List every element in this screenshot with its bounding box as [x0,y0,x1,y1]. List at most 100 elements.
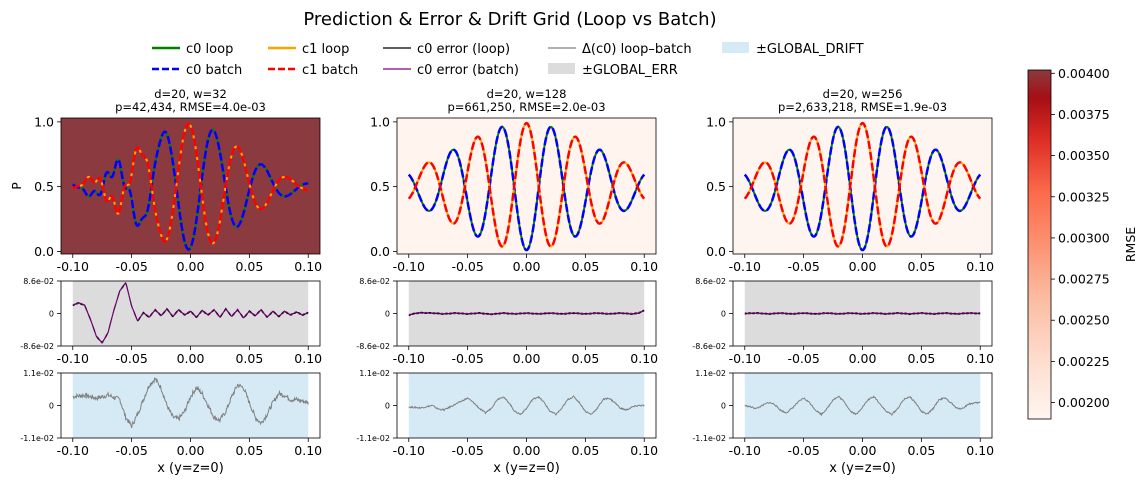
delta-c0-line [408,395,645,416]
x-axis-label: x (y=z=0) [157,461,224,476]
x-tick-label: 0.10 [966,351,994,366]
legend-label: c0 error (batch) [417,63,519,78]
x-tick-label: -0.05 [787,443,819,458]
axes: -0.10 -0.05 0.00 0.05 0.10 1.1e-02 0 -1.1e-02 x … [20,369,322,476]
c0-error-batch-line [72,282,309,344]
plot-frame [60,372,321,439]
x-tick-label: 0.00 [177,443,205,458]
subplot-subtitle: p=661,250, RMSE=2.0e-03 [447,100,605,114]
legend-label: c0 batch [186,63,242,78]
colorbar-label: RMSE [1123,227,1138,262]
x-tick-label: 0.10 [630,443,658,458]
y-tick-label: 0 [721,309,726,318]
x-tick-label: 0.05 [571,443,599,458]
x-tick-label: -0.10 [57,259,89,274]
colorbar: 0.00200 0.00225 0.00250 0.00275 0.00300 0.003… [1027,66,1138,420]
x-tick-label: 0.10 [966,259,994,274]
legend: c0 loop c0 batch c1 loop c1 batch c0 error (… [152,42,864,78]
colorbar-tick-label: 0.00350 [1058,148,1110,163]
legend-label: c1 loop [302,42,349,57]
legend-label: Δ(c0) loop–batch [582,42,692,57]
plot-frame [60,280,321,347]
y-tick-label: 0 [385,309,390,318]
plot-background [733,118,992,254]
y-tick-label: 0 [721,401,726,410]
colorbar-tick-label: 0.00325 [1058,189,1110,204]
axes: -0.10 -0.05 0.00 0.05 0.10 8.6e-02 0 -8.6e-02 [20,277,322,366]
axes: -0.10 -0.05 0.00 0.05 0.10 1.1e-02 0 -1.1e-02 x … [356,369,658,476]
x-tick-label: -0.05 [115,259,147,274]
y-tick-label: 0.0 [34,244,54,259]
plot-frame [396,117,657,255]
x-axis-label: x (y=z=0) [829,461,896,476]
subplot-column: d=20, w=32p=42,434, RMSE=4.0e-03 -0.10 -0.… [9,87,322,476]
y-tick-label: 0.5 [706,179,726,194]
x-tick-label: 0.05 [907,259,935,274]
c0-error-batch-line [408,310,645,315]
colorbar-tick-label: 0.00200 [1058,395,1110,410]
x-tick-label: 0.10 [294,443,322,458]
x-tick-label: -0.10 [729,259,761,274]
y-tick-label: -1.1e-02 [692,434,726,443]
x-tick-label: -0.10 [393,259,425,274]
x-tick-label: -0.05 [787,351,819,366]
y-tick-label: 8.6e-02 [695,277,726,286]
delta-c0-line [744,395,981,417]
x-tick-label: 0.00 [513,259,541,274]
plot-frame [60,117,321,255]
colorbar-tick-label: 0.00275 [1058,272,1110,287]
c0-batch-line [407,125,646,252]
x-tick-label: -0.10 [57,443,89,458]
x-tick-label: -0.10 [393,443,425,458]
c1-batch-line [72,122,309,245]
legend-item: c0 loop [152,42,233,57]
subplot-title: d=20, w=32 [154,87,227,101]
x-tick-label: -0.05 [451,443,483,458]
legend-item: Δ(c0) loop–batch [548,42,692,57]
axes: -0.10 -0.05 0.00 0.05 0.10 0.0 0.5 1.0 P [9,114,322,274]
global-drift-band [744,373,981,438]
axes: -0.10 -0.05 0.00 0.05 0.10 8.6e-02 0 -8.6e-02 [692,277,994,366]
c0-batch-line [72,128,309,251]
plot-frame [396,280,657,347]
plot-frame [732,117,993,255]
y-tick-label: -8.6e-02 [356,342,390,351]
y-tick-label: 1.0 [370,114,390,129]
x-tick-label: 0.05 [235,443,263,458]
x-tick-label: -0.10 [393,351,425,366]
x-tick-label: 0.10 [294,259,322,274]
legend-item: c0 error (loop) [383,42,510,57]
x-tick-label: 0.10 [966,443,994,458]
y-tick-label: 0.5 [34,179,54,194]
x-tick-label: -0.05 [115,443,147,458]
x-tick-label: 0.05 [235,259,263,274]
x-tick-label: 0.10 [294,351,322,366]
x-tick-label: 0.10 [630,259,658,274]
x-tick-label: 0.05 [571,259,599,274]
colorbar-tick-label: 0.00250 [1058,313,1110,328]
y-tick-label: 0.0 [706,244,726,259]
subplot-grid: d=20, w=32p=42,434, RMSE=4.0e-03 -0.10 -0.… [9,87,994,476]
legend-label: c0 error (loop) [417,42,510,57]
subplot-subtitle: p=42,434, RMSE=4.0e-03 [115,100,266,114]
legend-item: c1 loop [268,42,349,57]
x-tick-label: -0.05 [787,259,819,274]
y-tick-label: -8.6e-02 [20,342,54,351]
y-tick-label: 8.6e-02 [359,277,390,286]
y-tick-label: -1.1e-02 [356,434,390,443]
colorbar-tick-label: 0.00300 [1058,230,1110,245]
c1-batch-line [407,121,646,248]
delta-c0-line [72,376,309,429]
x-tick-label: 0.05 [907,443,935,458]
axes: -0.10 -0.05 0.00 0.05 0.10 8.6e-02 0 -8.6e-02 [356,277,658,366]
legend-label: c1 batch [302,63,358,78]
x-tick-label: 0.05 [235,351,263,366]
x-axis-label: x (y=z=0) [493,461,560,476]
subplot-subtitle: p=2,633,218, RMSE=1.9e-03 [778,100,947,114]
x-tick-label: 0.00 [513,351,541,366]
legend-label: ±GLOBAL_DRIFT [756,42,864,57]
x-tick-label: 0.00 [177,259,205,274]
